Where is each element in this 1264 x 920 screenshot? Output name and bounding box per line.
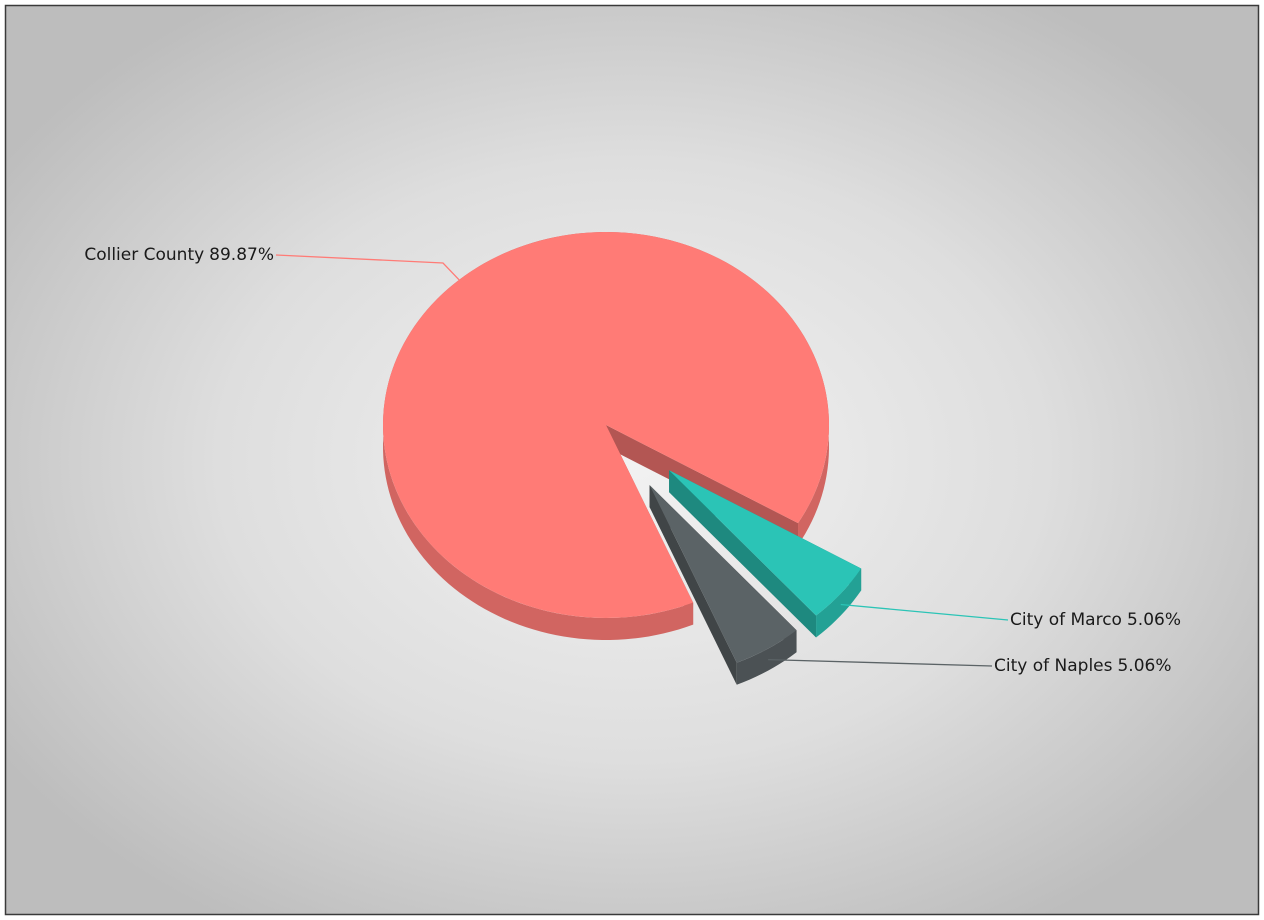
category-label: Collier County	[84, 245, 204, 265]
slice	[383, 231, 829, 618]
slice	[669, 470, 862, 616]
slice	[649, 485, 797, 663]
slice-wall	[669, 470, 817, 638]
value-label: 5.06%	[1117, 656, 1171, 676]
data-label: City of Naples 5.06%	[994, 656, 1172, 676]
data-label: Collier County 89.87%	[84, 245, 274, 265]
leader-line	[840, 603, 1009, 621]
value-label: 89.87%	[209, 245, 274, 265]
leader-line	[768, 658, 993, 667]
category-label: City of Naples	[994, 656, 1113, 676]
slice-side	[736, 630, 797, 685]
value-label: 5.06%	[1127, 610, 1181, 630]
pie-labels: Collier County 89.87%City of Marco 5.06%Ci…	[84, 245, 1181, 676]
leader-line	[275, 254, 460, 281]
data-label: City of Marco 5.06%	[1010, 610, 1181, 630]
slice-side	[816, 568, 862, 638]
category-label: City of Marco	[1010, 610, 1122, 630]
slice-wall	[649, 485, 737, 685]
pie-tops	[383, 231, 862, 663]
